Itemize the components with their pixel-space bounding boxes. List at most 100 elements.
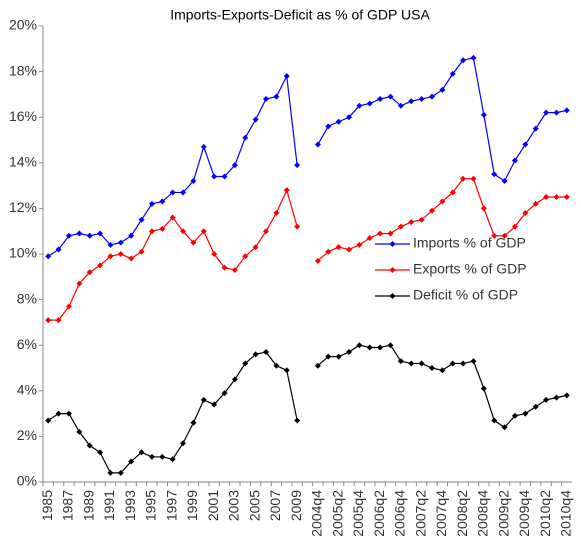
marker: [563, 392, 570, 399]
marker: [231, 266, 238, 273]
y-tick-label: 4%: [17, 382, 37, 398]
marker: [325, 353, 332, 360]
x-tick-label: 2006q2: [371, 490, 387, 537]
marker: [138, 248, 145, 255]
series-line: [317, 57, 567, 182]
marker: [263, 228, 270, 235]
legend-marker: [389, 241, 396, 247]
x-tick-label: 1985: [39, 490, 55, 521]
x-tick-label: 1997: [163, 490, 179, 521]
x-tick-label: 2007q2: [412, 490, 428, 537]
marker: [263, 349, 270, 356]
marker: [128, 458, 135, 465]
marker: [449, 189, 456, 196]
marker: [55, 246, 62, 253]
x-tick-label: 2005q4: [350, 490, 366, 537]
marker: [107, 241, 114, 248]
marker: [408, 219, 415, 226]
marker: [169, 456, 176, 463]
marker: [242, 134, 249, 141]
marker: [97, 262, 104, 269]
marker: [480, 111, 487, 118]
x-tick-label: 1995: [143, 490, 159, 521]
marker: [491, 417, 498, 424]
marker: [491, 232, 498, 239]
legend-label: Exports % of GDP: [413, 261, 527, 277]
y-tick-label: 10%: [9, 245, 37, 261]
x-tick-label: 1993: [122, 490, 138, 521]
marker: [283, 367, 290, 374]
marker: [470, 358, 477, 365]
marker: [563, 107, 570, 114]
marker: [522, 410, 529, 417]
marker: [397, 358, 404, 365]
marker: [221, 264, 228, 271]
series-line: [48, 188, 298, 321]
marker: [211, 173, 218, 180]
y-tick-label: 14%: [9, 154, 37, 170]
x-tick-label: 2007: [267, 490, 283, 521]
marker: [97, 230, 104, 237]
marker: [449, 360, 456, 367]
x-tick-label: 1999: [184, 490, 200, 521]
marker: [252, 351, 259, 358]
marker: [345, 246, 352, 253]
marker: [491, 171, 498, 178]
x-tick-label: 1989: [80, 490, 96, 521]
marker: [86, 442, 93, 449]
marker: [553, 109, 560, 116]
marker: [76, 280, 83, 287]
marker: [314, 257, 321, 264]
marker: [45, 317, 52, 324]
x-tick-label: 2001: [205, 490, 221, 521]
marker: [366, 344, 373, 351]
legend-marker: [389, 267, 396, 273]
marker: [242, 360, 249, 367]
marker: [553, 194, 560, 200]
marker: [460, 360, 467, 367]
marker: [294, 417, 301, 424]
marker: [532, 125, 539, 132]
marker: [501, 424, 508, 431]
marker: [428, 365, 435, 371]
marker: [231, 162, 238, 169]
marker: [221, 173, 228, 180]
marker: [335, 244, 342, 251]
x-tick-label: 2005q2: [329, 490, 345, 537]
x-tick-label: 2009q2: [495, 490, 511, 537]
marker: [76, 230, 83, 237]
y-tick-label: 12%: [9, 199, 37, 215]
marker: [273, 209, 280, 216]
marker: [543, 109, 550, 116]
marker: [439, 198, 446, 205]
marker: [532, 200, 539, 207]
marker: [65, 410, 72, 417]
marker: [86, 232, 93, 239]
marker: [387, 230, 394, 237]
y-tick-label: 18%: [9, 62, 37, 78]
marker: [377, 230, 384, 237]
marker: [377, 344, 384, 351]
marker: [314, 141, 321, 148]
marker: [180, 228, 187, 235]
marker: [377, 95, 384, 102]
y-tick-label: 0%: [17, 473, 37, 489]
marker: [366, 235, 373, 242]
marker: [325, 123, 332, 130]
marker: [117, 239, 124, 246]
marker: [211, 251, 218, 257]
marker: [138, 449, 145, 456]
marker: [190, 178, 197, 185]
marker: [439, 86, 446, 93]
marker: [97, 449, 104, 456]
marker: [76, 428, 83, 435]
marker: [532, 403, 539, 410]
marker: [200, 143, 207, 150]
x-tick-label: 1991: [101, 490, 117, 521]
marker: [480, 385, 487, 392]
marker: [511, 157, 518, 164]
marker: [190, 239, 197, 246]
marker: [263, 95, 270, 102]
marker: [501, 178, 508, 185]
